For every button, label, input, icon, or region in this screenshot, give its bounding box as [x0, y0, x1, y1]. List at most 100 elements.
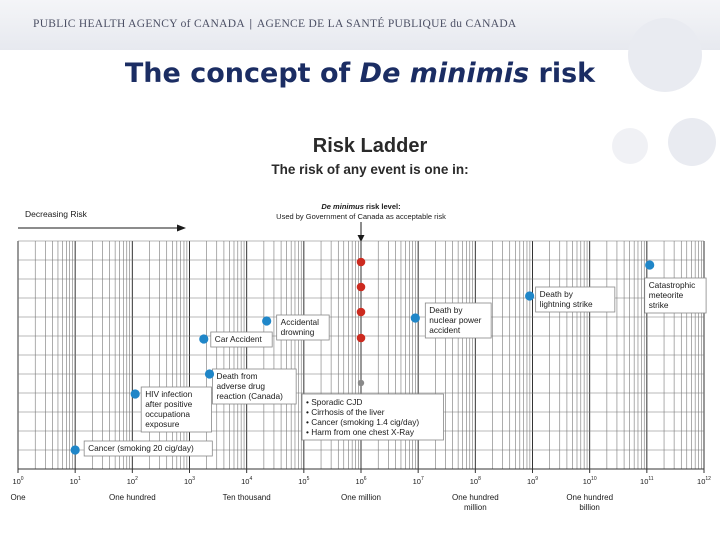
tick-label: 102	[127, 476, 138, 486]
event-label: Death by	[429, 305, 463, 315]
slide-title-pre: The concept of	[124, 58, 360, 89]
event-marker	[645, 260, 655, 270]
event-label: occupationa	[145, 409, 190, 419]
tick-label: 109	[527, 476, 538, 486]
event-label: accident	[429, 325, 461, 335]
axis-word-label: One million	[341, 493, 381, 502]
axis-word-label: One	[10, 493, 26, 502]
tick-label-exponent: 0	[21, 476, 24, 482]
threshold-label-italic: De minimus	[321, 202, 364, 211]
event-box	[83, 440, 213, 457]
event-box	[424, 302, 492, 339]
event-marker	[525, 291, 535, 301]
agency-name-fr: AGENCE DE LA SANTÉ PUBLIQUE du CANADA	[256, 18, 517, 30]
axis-word-label: One hundred	[452, 493, 499, 502]
event-label: Death by	[540, 289, 574, 299]
event-label: Death from	[217, 371, 258, 381]
tick-label-exponent: 4	[249, 476, 252, 482]
threshold-arrowhead	[357, 235, 365, 242]
event-label: Car Accident	[215, 334, 263, 344]
event-label: drowning	[281, 327, 315, 337]
tick-label-base: 10	[470, 477, 478, 486]
event-label: meteorite	[649, 290, 684, 300]
event-label: adverse drug	[217, 381, 266, 391]
tick-label-base: 10	[184, 477, 192, 486]
tick-label-exponent: 6	[364, 476, 367, 482]
event-label: nuclear power	[429, 315, 481, 325]
tick-label: 1012	[697, 476, 711, 486]
threshold-marker	[356, 282, 366, 292]
tick-label-base: 10	[241, 477, 249, 486]
direction-arrowhead	[177, 224, 186, 232]
event-box	[212, 368, 297, 405]
axis-word-label: One hundred	[109, 493, 156, 502]
tick-label: 105	[298, 476, 309, 486]
event-box	[210, 331, 273, 348]
threshold-caption: Used by Government of Canada as acceptab…	[276, 212, 446, 221]
threshold-marker	[356, 257, 366, 267]
tick-label: 107	[413, 476, 424, 486]
slide-title-post: risk	[529, 58, 596, 89]
tick-label-exponent: 1	[78, 476, 81, 482]
tick-label: 100	[12, 476, 23, 486]
tick-label: 101	[70, 476, 81, 486]
threshold-marker	[356, 333, 366, 343]
threshold-event-label: • Cancer (smoking 1.4 cig/day)	[306, 417, 419, 427]
event-box	[644, 277, 707, 314]
tick-label-base: 10	[298, 477, 306, 486]
tick-label-exponent: 10	[591, 476, 597, 482]
tick-label-exponent: 11	[648, 476, 653, 482]
event-label: lightning strike	[540, 299, 593, 309]
tick-label-exponent: 3	[192, 476, 195, 482]
tick-label: 106	[355, 476, 366, 486]
decorative-circle	[612, 128, 648, 164]
threshold-event-label: • Cirrhosis of the liver	[306, 407, 385, 417]
threshold-label: De minimus risk level:	[321, 202, 400, 211]
event-box	[140, 386, 212, 433]
tick-label-exponent: 8	[478, 476, 481, 482]
tick-label-base: 10	[583, 477, 591, 486]
event-label: Accidental	[281, 317, 319, 327]
event-marker	[410, 313, 420, 323]
axis-word-label: billion	[579, 503, 599, 512]
event-box	[535, 286, 616, 313]
tick-label-base: 10	[355, 477, 363, 486]
event-marker	[70, 445, 80, 455]
event-marker	[199, 334, 209, 344]
event-label: Cancer (smoking 20 cig/day)	[88, 443, 194, 453]
event-marker	[130, 389, 140, 399]
tick-label-base: 10	[12, 477, 20, 486]
agency-name: PUBLIC HEALTH AGENCY of CANADA | AGENCE …	[33, 18, 517, 30]
threshold-label-rest: risk level:	[364, 202, 401, 211]
tick-label-exponent: 7	[421, 476, 424, 482]
axis-word-label: million	[464, 503, 487, 512]
threshold-events-box	[301, 393, 444, 441]
event-label: reaction (Canada)	[217, 391, 284, 401]
decorative-circle	[668, 118, 716, 166]
agency-separator: |	[249, 18, 253, 30]
threshold-event-label: • Harm from one chest X-Ray	[306, 427, 415, 437]
event-label: strike	[649, 300, 669, 310]
event-label: HIV infection	[145, 389, 192, 399]
tick-label: 1011	[640, 476, 654, 486]
event-box	[276, 314, 330, 341]
tick-label: 1010	[583, 476, 597, 486]
tick-label-exponent: 12	[705, 476, 711, 482]
tick-label-exponent: 5	[307, 476, 310, 482]
slide-title: The concept of De minimis risk	[0, 58, 720, 89]
tick-label-base: 10	[697, 477, 705, 486]
chart-subtitle: The risk of any event is one in:	[271, 162, 468, 177]
tick-label-base: 10	[70, 477, 78, 486]
slide-title-italic: De minimis	[359, 58, 530, 89]
tick-label-exponent: 2	[135, 476, 138, 482]
tick-label-base: 10	[527, 477, 535, 486]
event-marker	[262, 316, 272, 326]
event-label: Catastrophic	[649, 280, 696, 290]
threshold-marker	[356, 307, 366, 317]
chart-title: Risk Ladder	[313, 135, 428, 157]
event-label: after positive	[145, 399, 192, 409]
tick-label-base: 10	[127, 477, 135, 486]
tick-label: 108	[470, 476, 481, 486]
agency-name-en: PUBLIC HEALTH AGENCY of CANADA	[33, 18, 245, 30]
decorative-circle	[628, 18, 702, 92]
